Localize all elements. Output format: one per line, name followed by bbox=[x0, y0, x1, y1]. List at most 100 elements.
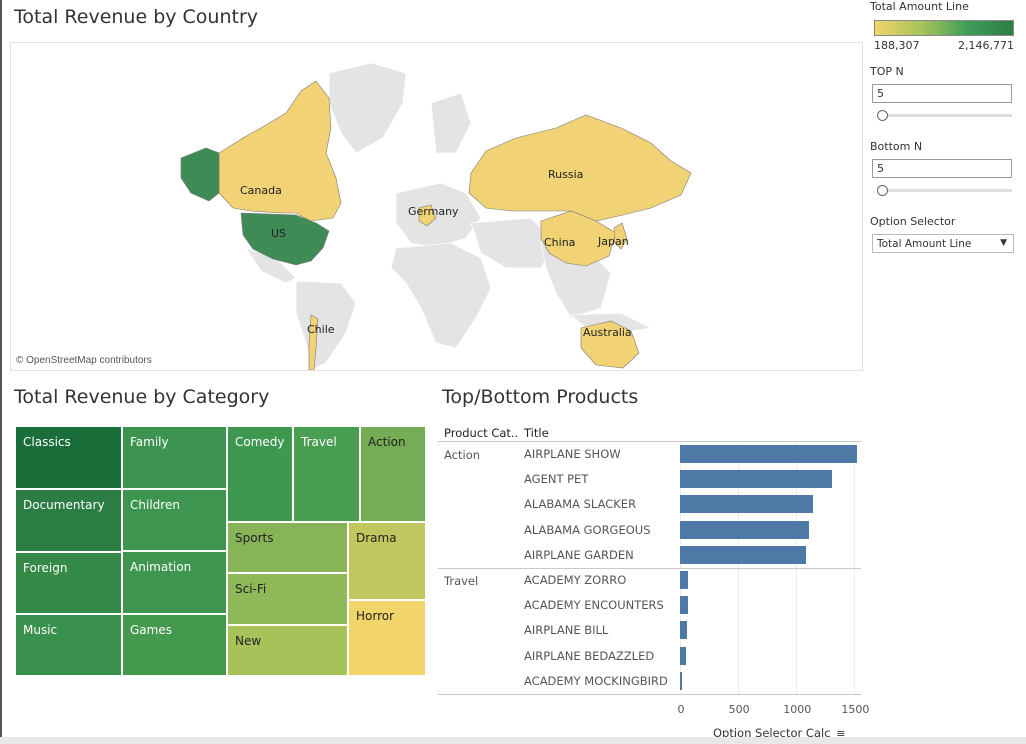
product-title-label: ALABAMA SLACKER bbox=[524, 497, 637, 512]
product-title-label: AIRPLANE BEDAZZLED bbox=[524, 648, 655, 663]
product-bar[interactable] bbox=[680, 445, 857, 463]
treemap-tile-travel[interactable]: Travel bbox=[293, 426, 360, 522]
treemap-tile-horror[interactable]: Horror bbox=[348, 600, 426, 676]
land-africa bbox=[390, 242, 492, 349]
product-bar[interactable] bbox=[680, 495, 813, 514]
treemap-tile-new[interactable]: New bbox=[227, 625, 348, 676]
country-canada bbox=[218, 80, 342, 222]
tile-label: Animation bbox=[130, 560, 192, 574]
treemap-tile-foreign[interactable]: Foreign bbox=[15, 552, 122, 614]
map-label-germany: Germany bbox=[408, 205, 459, 218]
tile-label: New bbox=[235, 634, 262, 648]
treemap-tile-action[interactable]: Action bbox=[360, 426, 426, 522]
category-title: Total Revenue by Category bbox=[14, 386, 270, 408]
tile-label: Travel bbox=[301, 435, 337, 449]
bottom-n-slider-handle[interactable] bbox=[877, 185, 888, 196]
treemap-tile-sci-fi[interactable]: Sci-Fi bbox=[227, 573, 348, 625]
tile-label: Classics bbox=[23, 435, 71, 449]
product-title-label: AIRPLANE BILL bbox=[524, 623, 609, 638]
tile-label: Games bbox=[130, 623, 172, 637]
bottom-n-label: Bottom N bbox=[870, 140, 923, 153]
tile-label: Horror bbox=[356, 609, 395, 623]
map-label-china: China bbox=[544, 236, 576, 249]
product-bar[interactable] bbox=[680, 571, 689, 589]
x-axis-tick-label: 500 bbox=[728, 703, 750, 716]
product-title-label: AIRPLANE SHOW bbox=[524, 447, 621, 461]
country-australia bbox=[580, 320, 640, 369]
group-divider bbox=[438, 568, 861, 569]
top-n-slider-track[interactable] bbox=[878, 114, 1012, 117]
treemap-tile-drama[interactable]: Drama bbox=[348, 522, 426, 600]
category-label: Travel bbox=[444, 574, 479, 588]
map-label-japan: Japan bbox=[598, 235, 629, 248]
treemap-tile-family[interactable]: Family bbox=[122, 426, 227, 489]
header-divider bbox=[438, 441, 861, 442]
x-axis-title-text: Option Selector Calc bbox=[713, 726, 831, 740]
tile-label: Sports bbox=[235, 531, 274, 545]
tile-label: Action bbox=[368, 435, 406, 449]
product-bar[interactable] bbox=[680, 470, 833, 489]
treemap-tile-classics[interactable]: Classics bbox=[15, 426, 122, 489]
product-bar[interactable] bbox=[680, 520, 810, 539]
product-bar[interactable] bbox=[680, 646, 687, 665]
top-n-input[interactable]: 5 bbox=[872, 84, 1012, 103]
revenue-map[interactable]: Canada US Russia China Japan Germany Chi… bbox=[10, 42, 863, 371]
tile-label: Documentary bbox=[23, 498, 105, 512]
top-n-slider-handle[interactable] bbox=[877, 110, 888, 121]
country-russia bbox=[468, 114, 692, 222]
chevron-down-icon[interactable]: ▼ bbox=[1000, 238, 1007, 248]
treemap-tile-games[interactable]: Games bbox=[122, 614, 227, 676]
land-greenland bbox=[328, 62, 407, 154]
color-legend-bar bbox=[874, 20, 1014, 36]
country-germany bbox=[418, 204, 437, 227]
treemap-tile-animation[interactable]: Animation bbox=[122, 551, 227, 614]
treemap-tile-children[interactable]: Children bbox=[122, 489, 227, 551]
products-title: Top/Bottom Products bbox=[442, 386, 639, 408]
x-axis-tick-label: 1500 bbox=[841, 703, 870, 716]
bottom-n-input[interactable]: 5 bbox=[872, 159, 1012, 178]
map-label-russia: Russia bbox=[548, 168, 584, 181]
x-axis-tick-label: 0 bbox=[677, 703, 685, 716]
tile-label: Comedy bbox=[235, 435, 285, 449]
map-attribution[interactable]: © OpenStreetMap contributors bbox=[16, 355, 152, 366]
land-europe bbox=[395, 182, 482, 249]
bottom-tab-strip[interactable] bbox=[0, 737, 1026, 744]
country-us bbox=[240, 212, 330, 266]
top-n-label: TOP N bbox=[870, 65, 904, 78]
treemap-tile-sports[interactable]: Sports bbox=[227, 522, 348, 573]
treemap-tile-documentary[interactable]: Documentary bbox=[15, 489, 122, 552]
product-title-label: ALABAMA GORGEOUS bbox=[524, 522, 651, 537]
option-selector-dropdown[interactable]: Total Amount Line ▼ bbox=[872, 234, 1014, 253]
column-header-title[interactable]: Title bbox=[524, 426, 549, 440]
country-chile bbox=[308, 314, 319, 370]
sort-icon[interactable]: ≡ bbox=[836, 727, 846, 740]
map-label-australia: Australia bbox=[583, 326, 632, 339]
map-label-us: US bbox=[271, 227, 287, 240]
treemap-tile-comedy[interactable]: Comedy bbox=[227, 426, 293, 522]
product-title-label: ACADEMY ENCOUNTERS bbox=[524, 598, 664, 613]
product-bar[interactable] bbox=[680, 545, 806, 564]
map-title: Total Revenue by Country bbox=[14, 6, 259, 28]
tile-label: Sci-Fi bbox=[235, 582, 267, 596]
treemap-tile-music[interactable]: Music bbox=[15, 614, 122, 676]
option-selector-value: Total Amount Line bbox=[877, 238, 972, 250]
tile-label: Family bbox=[130, 435, 169, 449]
option-selector-label: Option Selector bbox=[870, 215, 956, 228]
land-scandinavia bbox=[430, 92, 472, 154]
product-title-label: ACADEMY ZORRO bbox=[524, 573, 627, 587]
legend-title: Total Amount Line bbox=[870, 0, 969, 13]
product-bar[interactable] bbox=[680, 671, 682, 690]
x-axis-tick-label: 1000 bbox=[783, 703, 812, 716]
tile-label: Drama bbox=[356, 531, 397, 545]
x-axis-title: Option Selector Calc ≡ bbox=[713, 726, 845, 740]
product-title-label: ACADEMY MOCKINGBIRD bbox=[524, 673, 668, 688]
product-title-label: AGENT PET bbox=[524, 472, 589, 487]
product-bar[interactable] bbox=[680, 596, 688, 615]
map-canvas bbox=[180, 62, 692, 370]
category-label: Action bbox=[444, 448, 481, 462]
bottom-n-slider-track[interactable] bbox=[878, 189, 1012, 192]
product-bar[interactable] bbox=[680, 621, 688, 640]
column-header-category[interactable]: Product Cat.. bbox=[444, 426, 519, 440]
tile-label: Children bbox=[130, 498, 180, 512]
group-divider bbox=[438, 694, 861, 695]
